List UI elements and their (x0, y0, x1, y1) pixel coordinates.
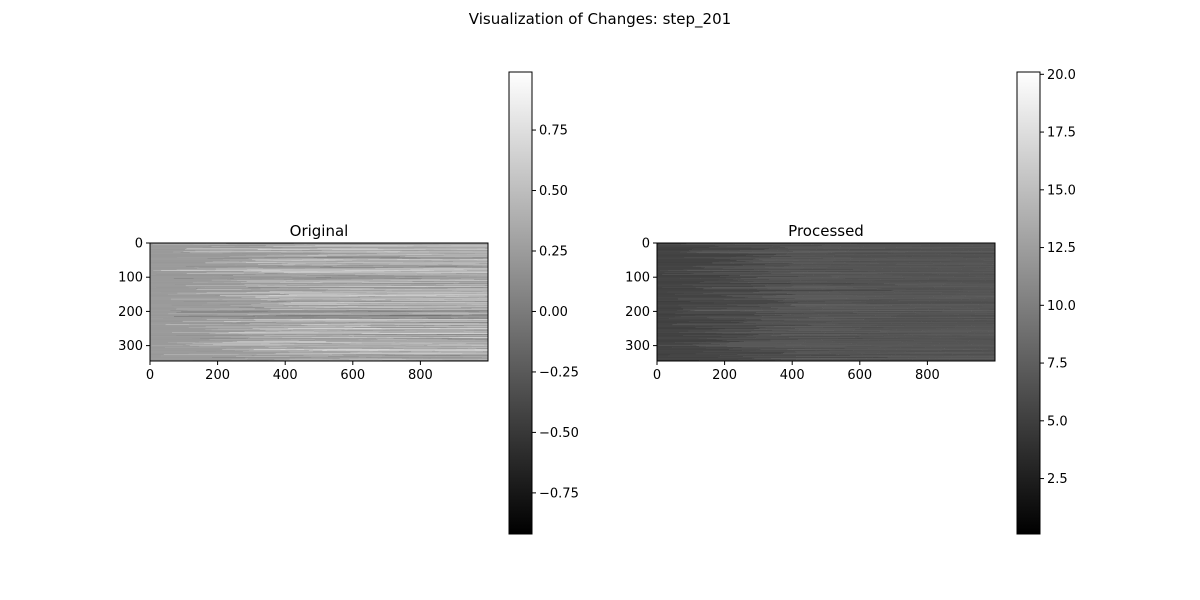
heatmap-original (149, 242, 489, 362)
colorbar-tick-label-processed: 10.0 (1047, 299, 1076, 314)
x-tick-label-original: 400 (273, 368, 298, 383)
colorbar-tick-label-processed: 2.5 (1047, 472, 1068, 487)
colorbar-tick-label-processed: 15.0 (1047, 183, 1076, 198)
x-tick-label-original: 800 (408, 368, 433, 383)
colorbar-tick-label-processed: 17.5 (1047, 126, 1076, 141)
x-tick-label-processed: 400 (780, 368, 805, 383)
heatmap-original-frame (149, 242, 489, 362)
panel-processed-title: Processed (788, 222, 864, 240)
y-tick-label-processed: 0 (642, 237, 650, 252)
colorbar-tick-label-original: −0.75 (539, 486, 579, 501)
colorbar-tick-label-original: −0.50 (539, 426, 579, 441)
colorbar-tick-label-original: 0.75 (539, 124, 568, 139)
heatmap-processed (656, 242, 996, 362)
colorbar-processed-gradient (1016, 71, 1041, 535)
colorbar-tick-label-original: 0.50 (539, 184, 568, 199)
colorbar-original: −0.75 −0.50 −0.25 0.00 0.25 0.50 0.75 (508, 71, 579, 535)
colorbar-tick-label-processed: 7.5 (1047, 357, 1068, 372)
x-tick-label-original: 0 (146, 368, 154, 383)
y-tick-label-original: 200 (118, 305, 143, 320)
colorbar-tick-label-processed: 20.0 (1047, 68, 1076, 83)
colorbar-tick-label-original: −0.25 (539, 365, 579, 380)
figure-suptitle: Visualization of Changes: step_201 (469, 10, 731, 29)
x-tick-label-original: 600 (340, 368, 365, 383)
x-tick-label-processed: 600 (847, 368, 872, 383)
y-tick-label-processed: 200 (625, 305, 650, 320)
x-tick-label-processed: 0 (653, 368, 661, 383)
x-tick-label-processed: 800 (915, 368, 940, 383)
axes-processed: 0 200 400 600 800 0 100 200 300 (625, 237, 940, 384)
heatmap-original-image (150, 243, 488, 361)
colorbar-tick-label-original: 0.00 (539, 305, 568, 320)
y-tick-label-original: 0 (135, 237, 143, 252)
y-tick-label-original: 300 (118, 339, 143, 354)
colorbar-original-gradient (508, 71, 533, 535)
colorbar-tick-label-processed: 5.0 (1047, 414, 1068, 429)
heatmap-processed-image (657, 243, 995, 361)
x-tick-label-processed: 200 (712, 368, 737, 383)
heatmap-processed-frame (656, 242, 996, 362)
axes-original: 0 200 400 600 800 0 100 200 300 (118, 237, 433, 384)
panel-original-title: Original (290, 222, 349, 240)
x-tick-label-original: 200 (205, 368, 230, 383)
colorbar-tick-label-original: 0.25 (539, 244, 568, 259)
y-tick-label-original: 100 (118, 271, 143, 286)
y-tick-label-processed: 100 (625, 271, 650, 286)
colorbar-processed: 2.5 5.0 7.5 10.0 12.5 15.0 17.5 20.0 (1016, 68, 1076, 535)
y-tick-label-processed: 300 (625, 339, 650, 354)
panel-processed: Processed 0 200 400 600 800 0 100 200 300 2.5 5.0… (625, 68, 1076, 535)
colorbar-tick-label-processed: 12.5 (1047, 241, 1076, 256)
